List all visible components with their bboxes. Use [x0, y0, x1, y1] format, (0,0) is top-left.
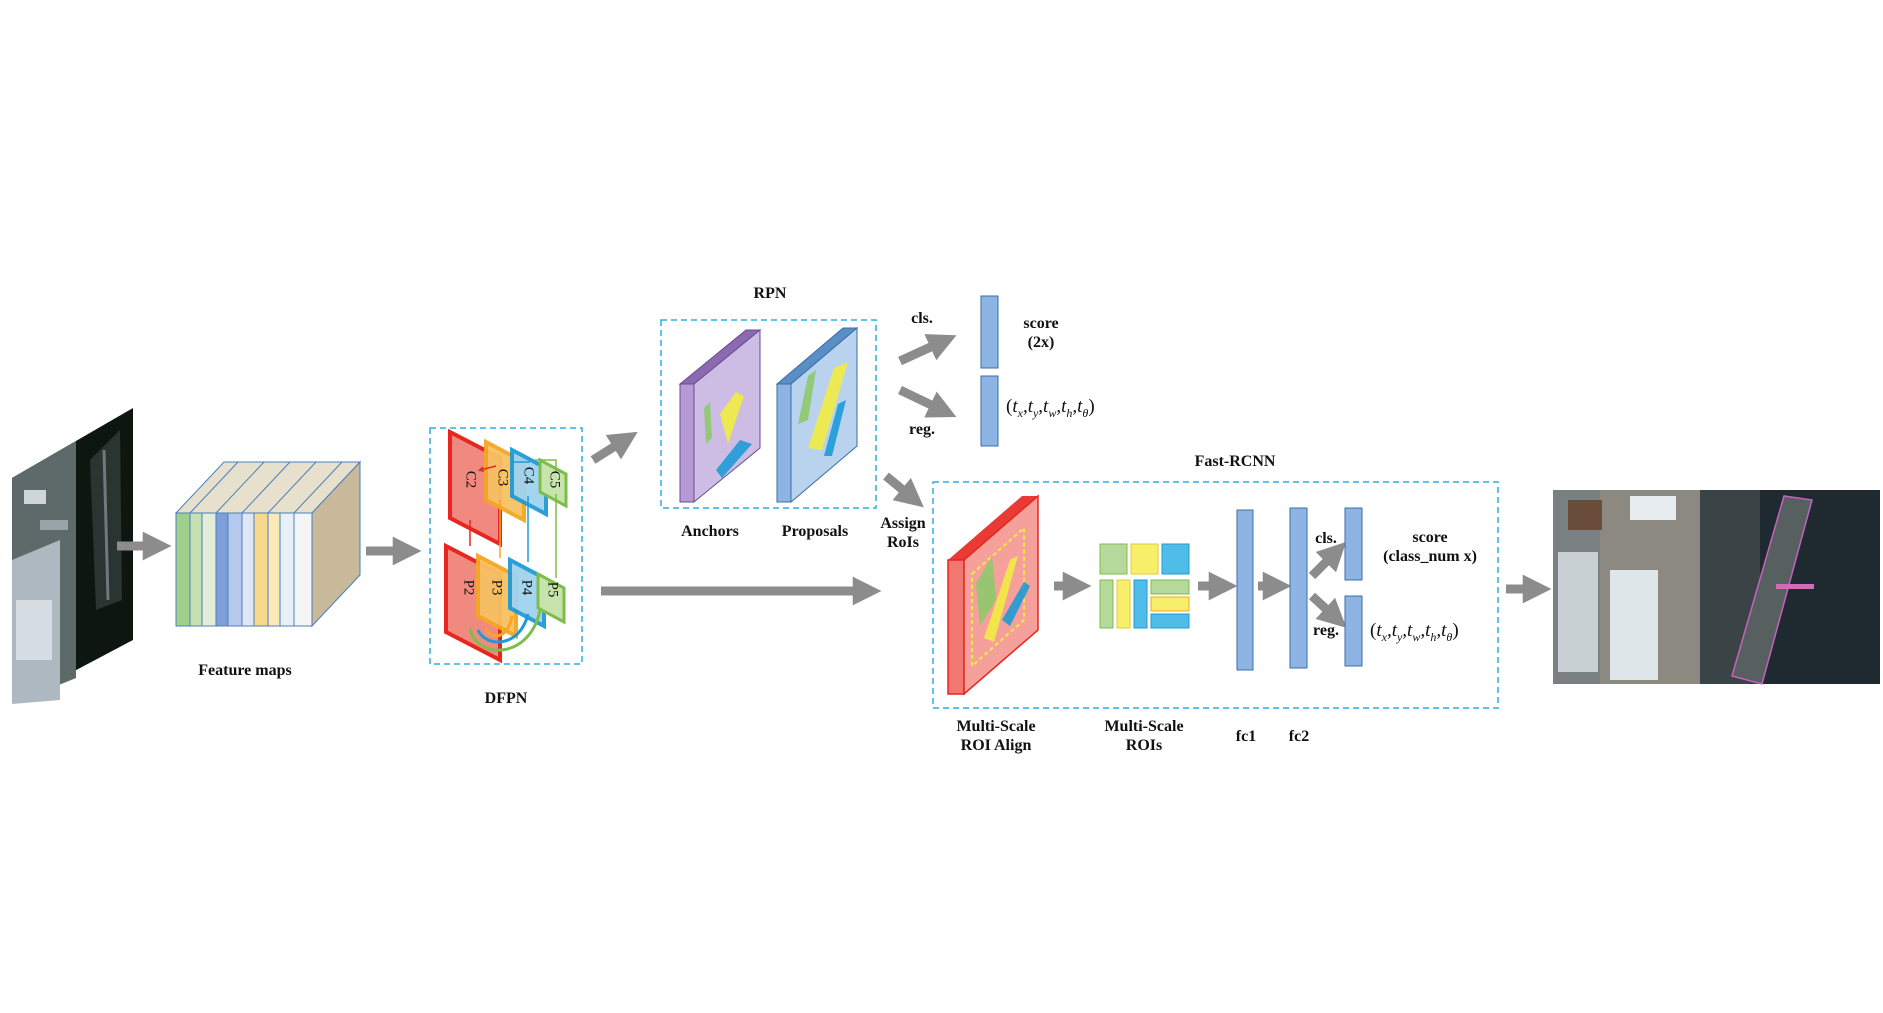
p3-label: P3: [488, 579, 505, 596]
multi-scale-rois-block: [1099, 543, 1190, 629]
frcnn-score-bar: [1344, 507, 1363, 581]
frcnn-score-line1: score: [1412, 529, 1448, 546]
assign-rois-line2: RoIs: [886, 534, 919, 551]
proposals-block: [775, 326, 859, 504]
flow-arrows: [117, 334, 1552, 628]
fast-rcnn-box: [932, 481, 1499, 709]
feature-map-layers: [175, 512, 313, 627]
roi-green: [976, 556, 996, 626]
dfpn-box: [429, 427, 583, 665]
assign-rois-label: Assign RoIs: [870, 514, 936, 552]
arrow-fc2-to-cls: [1308, 541, 1347, 580]
roi-blue: [1002, 582, 1030, 626]
c2-label: C2: [462, 470, 479, 489]
rpn-reg-label: reg.: [909, 421, 935, 438]
rpn-box: [660, 319, 877, 509]
multi-scale-rois-label: Multi-Scale ROIs: [1094, 717, 1194, 755]
arrow-rpn-to-cls: [898, 334, 957, 366]
frcnn-cls-label: cls.: [1315, 530, 1337, 547]
input-image: [12, 408, 133, 704]
anchors-label: Anchors: [681, 523, 739, 540]
rpn-regression-params: (tx,ty,tw,th,tθ): [1006, 396, 1095, 420]
anchor-blue: [716, 440, 752, 478]
fc1-bar: [1236, 509, 1254, 671]
arrow-rpn-to-reg: [898, 385, 957, 418]
rpn-reg-bar: [980, 375, 999, 447]
c4-layer: [510, 446, 548, 518]
rpn-score-label: score (2x): [1006, 314, 1076, 352]
frcnn-reg-label: reg.: [1313, 622, 1339, 639]
ms-rois-line2: ROIs: [1125, 737, 1163, 754]
proposal-yellow: [808, 362, 848, 450]
c5-layer: [538, 457, 568, 509]
roi-align-block: [947, 494, 1039, 696]
fc2-bar: [1289, 507, 1308, 669]
c5-label: C5: [546, 470, 563, 489]
assign-rois-line1: Assign: [880, 515, 926, 532]
detected-ship: [1731, 495, 1813, 685]
feature-maps-block: [174, 460, 362, 628]
p5-label: P5: [544, 581, 561, 598]
detected-object-small: [1776, 584, 1814, 589]
frcnn-score-label: score (class_num x): [1372, 528, 1488, 566]
rpn-cls-label: cls.: [911, 310, 933, 327]
frcnn-score-line2: (class_num x): [1383, 548, 1477, 565]
arrow-assign-rois: [883, 472, 924, 508]
multi-scale-roi-align-label: Multi-Scale ROI Align: [946, 717, 1046, 755]
fast-rcnn-label: Fast-RCNN: [1194, 453, 1276, 470]
roi-yellow: [984, 556, 1018, 642]
output-image: [1553, 490, 1880, 685]
anchors-block: [678, 328, 762, 504]
proposal-green: [798, 370, 816, 424]
dfpn-label: DFPN: [484, 690, 528, 707]
anchor-yellow: [720, 392, 744, 444]
arrow-fc2-to-reg: [1308, 592, 1347, 628]
rpn-score-bar: [980, 295, 999, 369]
roi-align-line2: ROI Align: [960, 737, 1032, 754]
rpn-label: RPN: [753, 285, 787, 302]
fc2-label: fc2: [1288, 728, 1310, 745]
roi-align-line1: Multi-Scale: [956, 718, 1036, 735]
c3-label: C3: [494, 468, 511, 487]
frcnn-regression-params: (tx,ty,tw,th,tθ): [1370, 620, 1459, 644]
ms-rois-line1: Multi-Scale: [1104, 718, 1184, 735]
rpn-score-line2: (2x): [1027, 334, 1055, 351]
p5-layer: [536, 571, 566, 625]
feature-maps-label: Feature maps: [198, 662, 292, 679]
dfpn-structure: [444, 428, 568, 664]
rpn-score-line1: score: [1023, 315, 1059, 332]
anchor-green: [704, 402, 712, 444]
frcnn-reg-bar: [1344, 595, 1363, 667]
proposals-label: Proposals: [781, 523, 849, 540]
proposal-blue: [824, 400, 846, 456]
fc1-label: fc1: [1235, 728, 1257, 745]
p4-label: P4: [518, 579, 535, 596]
p4-layer: [508, 556, 546, 630]
arrow-dfpn-to-rpn: [590, 431, 638, 464]
c4-label: C4: [520, 466, 537, 485]
p2-label: P2: [460, 579, 477, 596]
